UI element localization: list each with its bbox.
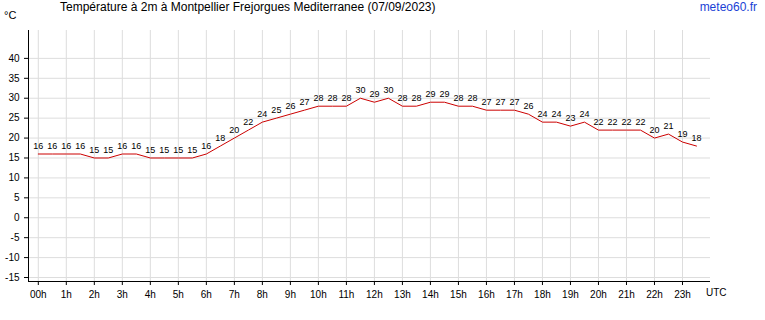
svg-text:24: 24 <box>257 109 267 119</box>
svg-text:15: 15 <box>89 145 99 155</box>
svg-text:20: 20 <box>649 125 659 135</box>
svg-text:0: 0 <box>14 212 20 223</box>
svg-text:18h: 18h <box>534 289 551 300</box>
svg-text:29: 29 <box>425 89 435 99</box>
html-text:Température à 2m à Montpellier: Température à 2m à Montpellier Frejorgue… <box>60 0 436 14</box>
svg-text:26: 26 <box>285 101 295 111</box>
svg-text:24: 24 <box>551 109 561 119</box>
svg-text:25: 25 <box>271 105 281 115</box>
svg-text:24: 24 <box>537 109 547 119</box>
svg-text:35: 35 <box>8 73 20 84</box>
svg-text:29: 29 <box>369 89 379 99</box>
svg-text:27: 27 <box>509 97 519 107</box>
svg-text:26: 26 <box>523 101 533 111</box>
svg-text:8h: 8h <box>257 289 268 300</box>
svg-text:2h: 2h <box>89 289 100 300</box>
svg-text:22: 22 <box>593 117 603 127</box>
svg-text:28: 28 <box>467 93 477 103</box>
svg-text:22: 22 <box>607 117 617 127</box>
svg-text:22: 22 <box>621 117 631 127</box>
svg-text:22: 22 <box>635 117 645 127</box>
svg-text:27: 27 <box>495 97 505 107</box>
svg-text:3h: 3h <box>117 289 128 300</box>
svg-text:16: 16 <box>131 141 141 151</box>
svg-text:10: 10 <box>8 172 20 183</box>
svg-text:6h: 6h <box>201 289 212 300</box>
svg-text:18: 18 <box>691 133 701 143</box>
html-text:°C: °C <box>4 9 17 21</box>
svg-text:18: 18 <box>215 133 225 143</box>
svg-text:20h: 20h <box>590 289 607 300</box>
svg-text:19h: 19h <box>562 289 579 300</box>
svg-text:-15: -15 <box>5 272 20 283</box>
svg-text:23: 23 <box>565 113 575 123</box>
svg-text:16: 16 <box>75 141 85 151</box>
html-text:UTC: UTC <box>706 287 727 298</box>
svg-text:28: 28 <box>397 93 407 103</box>
svg-text:27: 27 <box>299 97 309 107</box>
svg-text:15: 15 <box>8 152 20 163</box>
svg-text:15: 15 <box>145 145 155 155</box>
svg-text:15: 15 <box>187 145 197 155</box>
svg-text:20: 20 <box>229 125 239 135</box>
svg-text:17h: 17h <box>506 289 523 300</box>
svg-text:40: 40 <box>8 53 20 64</box>
svg-text:9h: 9h <box>285 289 296 300</box>
svg-text:14h: 14h <box>422 289 439 300</box>
svg-text:-10: -10 <box>5 252 20 263</box>
svg-text:29: 29 <box>439 89 449 99</box>
svg-text:27: 27 <box>481 97 491 107</box>
svg-text:21h: 21h <box>618 289 635 300</box>
svg-text:28: 28 <box>327 93 337 103</box>
svg-text:22h: 22h <box>646 289 663 300</box>
svg-text:22: 22 <box>243 117 253 127</box>
svg-text:20: 20 <box>8 132 20 143</box>
svg-text:5h: 5h <box>173 289 184 300</box>
svg-text:24: 24 <box>579 109 589 119</box>
svg-text:15: 15 <box>103 145 113 155</box>
svg-text:15h: 15h <box>450 289 467 300</box>
svg-text:10h: 10h <box>310 289 327 300</box>
html-text:meteo60.fr: meteo60.fr <box>699 0 757 14</box>
svg-text:16h: 16h <box>478 289 495 300</box>
svg-text:28: 28 <box>411 93 421 103</box>
svg-text:7h: 7h <box>229 289 240 300</box>
svg-text:28: 28 <box>313 93 323 103</box>
svg-text:25: 25 <box>8 112 20 123</box>
svg-text:11h: 11h <box>338 289 354 300</box>
svg-text:16: 16 <box>47 141 57 151</box>
svg-text:30: 30 <box>355 85 365 95</box>
svg-text:1h: 1h <box>61 289 72 300</box>
svg-text:00h: 00h <box>30 289 47 300</box>
svg-text:15: 15 <box>173 145 183 155</box>
svg-text:19: 19 <box>677 129 687 139</box>
svg-text:28: 28 <box>453 93 463 103</box>
svg-text:16: 16 <box>117 141 127 151</box>
svg-text:-5: -5 <box>11 232 20 243</box>
svg-text:23h: 23h <box>674 289 691 300</box>
svg-text:30: 30 <box>8 92 20 103</box>
svg-text:16: 16 <box>61 141 71 151</box>
svg-text:15: 15 <box>159 145 169 155</box>
svg-text:12h: 12h <box>366 289 383 300</box>
svg-text:21: 21 <box>663 121 673 131</box>
svg-text:4h: 4h <box>145 289 156 300</box>
svg-text:28: 28 <box>341 93 351 103</box>
svg-text:16: 16 <box>33 141 43 151</box>
svg-text:16: 16 <box>201 141 211 151</box>
svg-text:30: 30 <box>383 85 393 95</box>
svg-text:5: 5 <box>14 192 20 203</box>
svg-text:13h: 13h <box>394 289 411 300</box>
